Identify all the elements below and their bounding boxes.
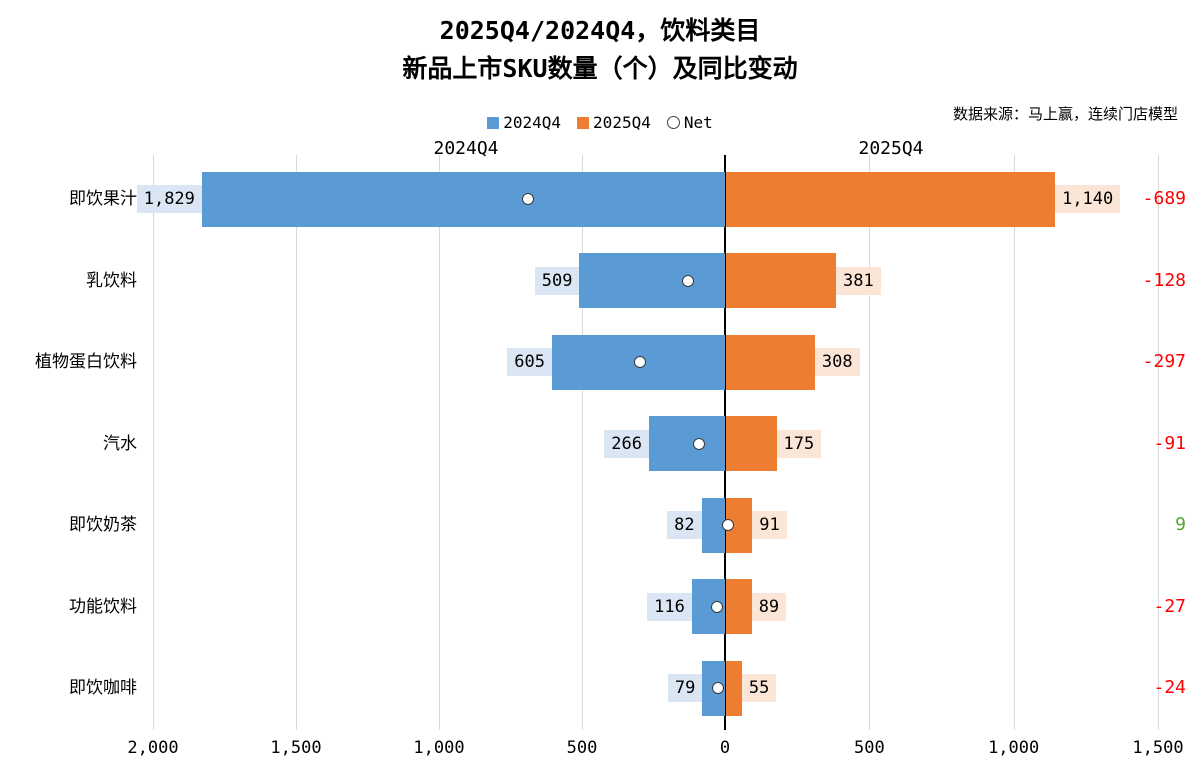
- x-tick-label: 500: [566, 738, 598, 758]
- legend-square-icon: [577, 116, 590, 129]
- legend-item-2024q4: 2024Q4: [487, 113, 561, 132]
- net-value-label: -128: [1142, 269, 1186, 291]
- bar-2025q4: [726, 660, 742, 716]
- net-marker: [712, 682, 725, 694]
- category-label: 植物蛋白饮料: [35, 352, 137, 372]
- column-header-2024q4: 2024Q4: [433, 138, 499, 159]
- net-marker: [711, 600, 724, 613]
- category-label: 即饮咖啡: [69, 678, 137, 698]
- bar-2025q4: [726, 579, 752, 634]
- x-tick-label: 1,000: [988, 738, 1040, 758]
- category-label: 功能饮料: [69, 596, 137, 617]
- gridline: [153, 155, 154, 730]
- legend-circle-icon: [666, 116, 680, 129]
- gridline: [582, 155, 583, 730]
- chart-title-line1: 2025Q4/2024Q4，饮料类目: [439, 16, 761, 45]
- legend-label: 2025Q4: [593, 113, 651, 132]
- value-label-2025q4: 1,140: [1055, 185, 1121, 213]
- legend-square-icon: [487, 116, 500, 129]
- legend-item-net: Net: [666, 113, 713, 132]
- net-value-label: -24: [1153, 677, 1186, 698]
- legend-label: Net: [683, 113, 713, 132]
- value-label-2025q4: 91: [752, 511, 787, 539]
- chart-title-line2: 新品上市SKU数量（个）及同比变动: [402, 54, 798, 83]
- value-label-2024q4: 509: [534, 266, 580, 295]
- category-label: 即饮果汁: [69, 189, 137, 209]
- net-value-label: -297: [1142, 351, 1186, 372]
- value-label-2024q4: 82: [667, 511, 702, 539]
- net-marker: [721, 519, 734, 531]
- legend-item-2025q4: 2025Q4: [577, 113, 651, 132]
- gridline: [1158, 155, 1159, 730]
- net-marker: [634, 356, 647, 368]
- net-value-label: 9: [1175, 514, 1186, 535]
- x-tick-label: 1,000: [413, 738, 465, 758]
- bar-2024q4: [579, 253, 725, 308]
- x-tick-label: 1,500: [1132, 738, 1184, 758]
- chart-title: 2025Q4/2024Q4，饮料类目 新品上市SKU数量（个）及同比变动: [0, 12, 1200, 88]
- value-label-2025q4: 175: [776, 429, 822, 458]
- value-label-2024q4: 79: [667, 674, 703, 702]
- category-label: 即饮奶茶: [69, 515, 137, 535]
- bar-2025q4: [726, 171, 1056, 227]
- bar-2025q4: [726, 416, 777, 471]
- gridline: [869, 155, 871, 730]
- value-label-2025q4: 308: [814, 348, 860, 376]
- net-value-label: -689: [1142, 188, 1186, 209]
- value-label-2024q4: 266: [604, 429, 649, 458]
- net-value-label: -27: [1153, 595, 1186, 617]
- value-label-2025q4: 89: [751, 592, 787, 621]
- net-marker: [521, 193, 534, 205]
- value-label-2024q4: 1,829: [136, 185, 202, 213]
- x-tick-label: 500: [853, 738, 885, 758]
- gridline: [1013, 155, 1015, 730]
- x-tick-label: 2,000: [127, 738, 179, 758]
- legend-label: 2024Q4: [503, 113, 562, 132]
- category-label: 乳饮料: [86, 270, 137, 291]
- x-tick-label: 1,500: [270, 738, 322, 758]
- bar-2024q4: [201, 171, 725, 227]
- value-label-2025q4: 55: [741, 674, 777, 702]
- bar-2025q4: [726, 334, 815, 390]
- column-header-2025q4: 2025Q4: [858, 138, 924, 159]
- category-label: 汽水: [103, 433, 137, 454]
- net-marker: [682, 274, 695, 287]
- gridline: [296, 155, 297, 730]
- net-value-label: -91: [1153, 432, 1186, 454]
- bar-2025q4: [726, 253, 836, 308]
- value-label-2024q4: 116: [647, 592, 692, 621]
- value-label-2025q4: 381: [835, 266, 881, 295]
- bar-2024q4: [648, 416, 725, 471]
- net-marker: [692, 437, 705, 450]
- axis-zero-line: [724, 155, 726, 730]
- gridline: [439, 155, 440, 730]
- legend: 2024Q4 2025Q4 Net: [0, 113, 1200, 132]
- value-label-2024q4: 605: [507, 348, 552, 376]
- data-source-note: 数据来源：马上赢，连续门店模型: [952, 105, 1178, 123]
- bar-2024q4: [701, 497, 725, 553]
- x-tick-label: 0: [719, 738, 731, 758]
